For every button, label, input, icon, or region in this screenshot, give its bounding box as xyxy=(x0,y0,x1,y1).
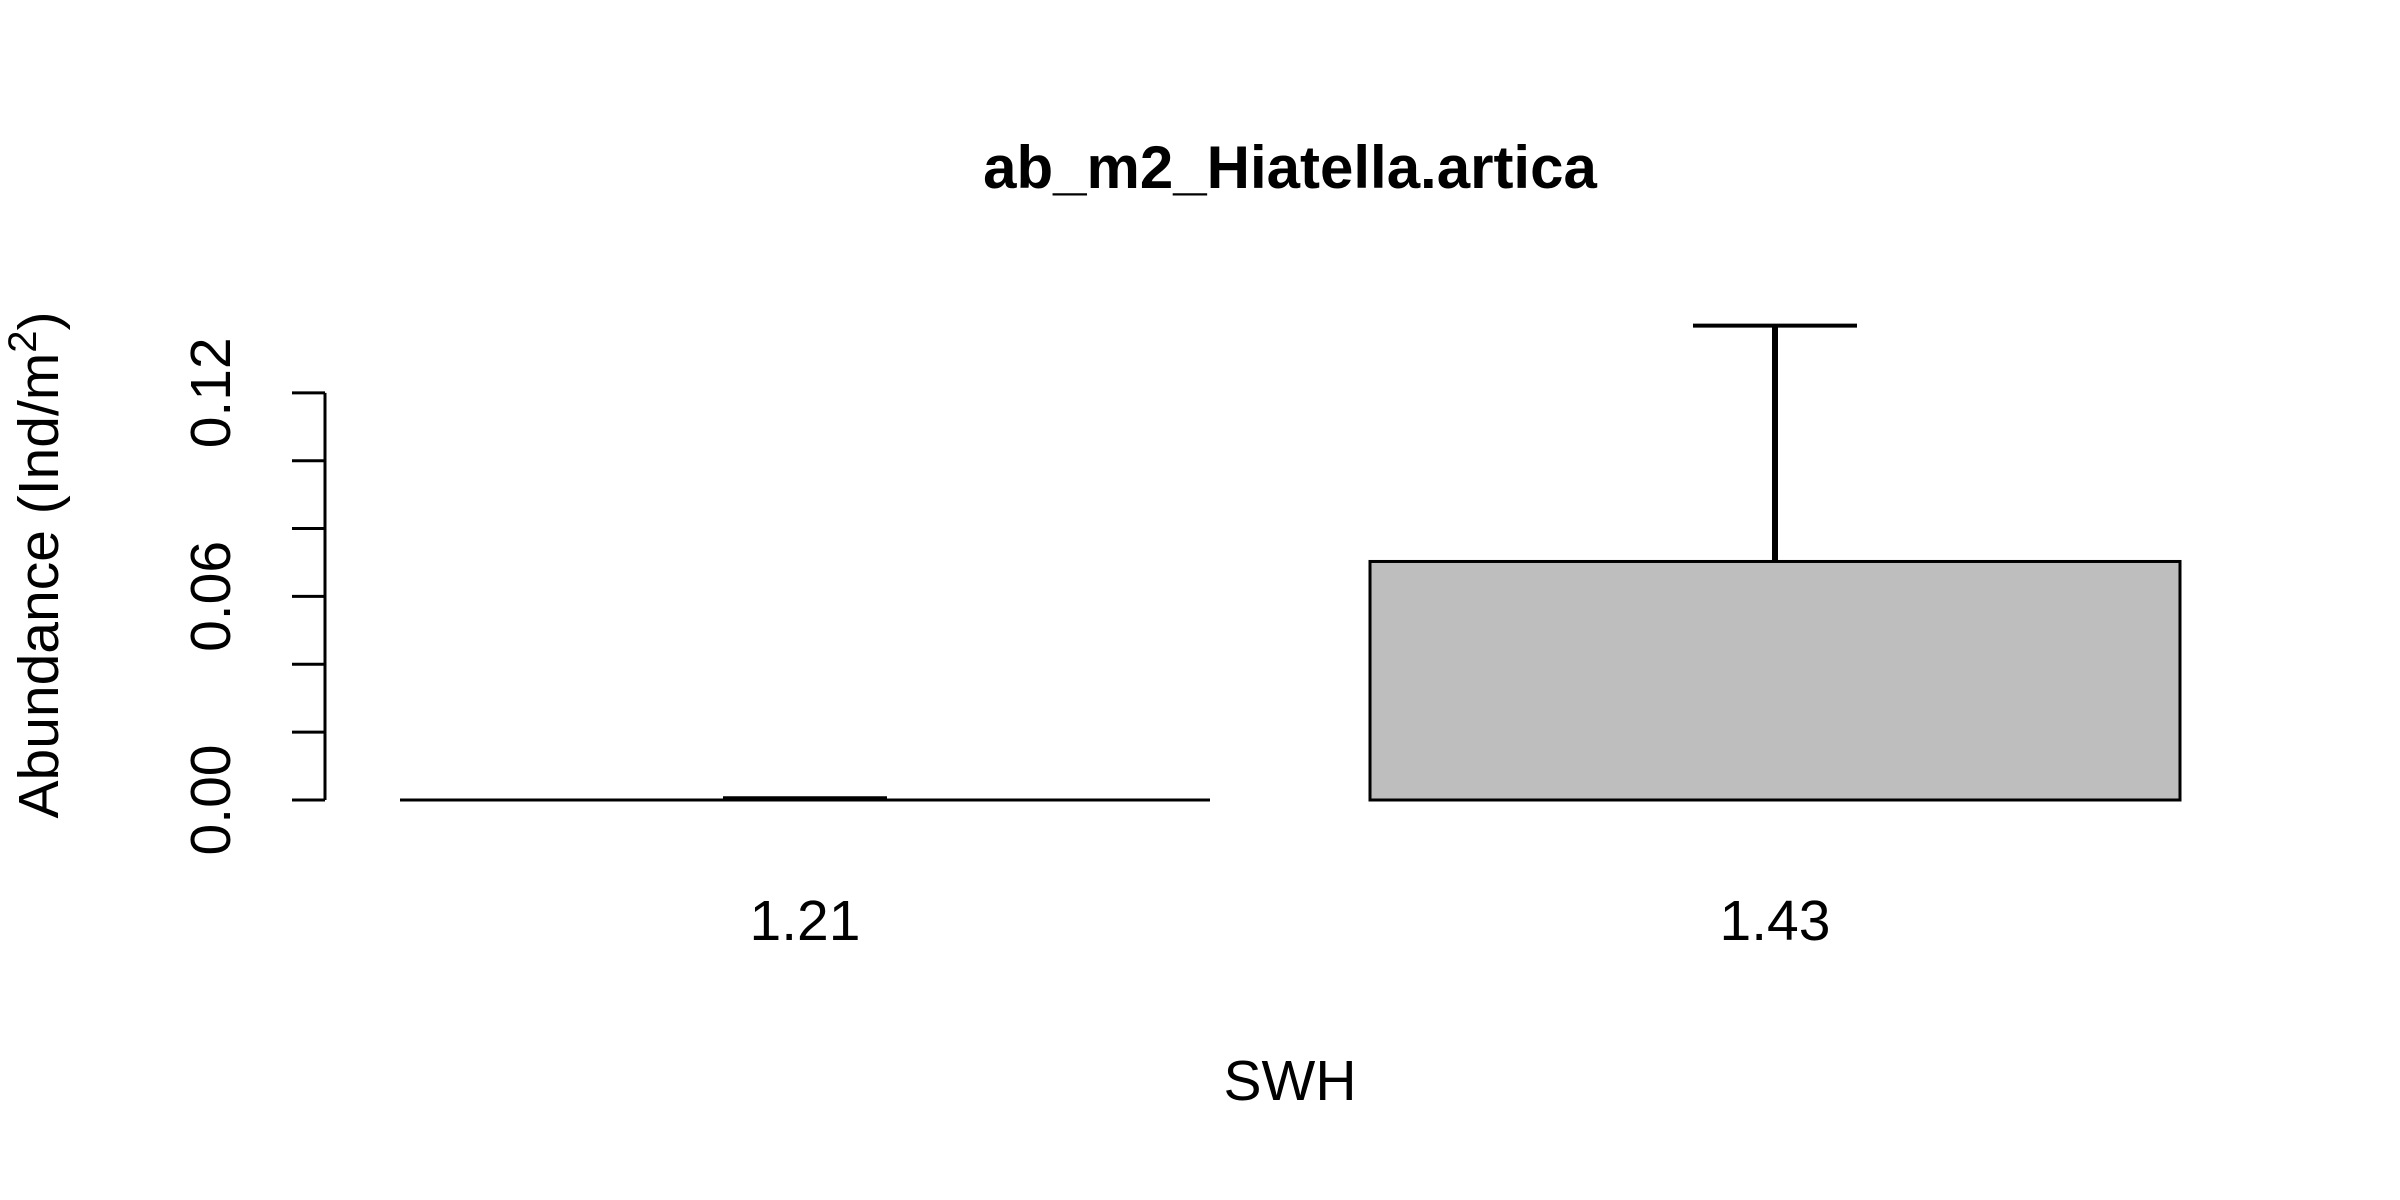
bar-1.43 xyxy=(1368,559,2182,802)
y-tick-label: 0.12 xyxy=(179,337,243,448)
y-tick-label: 0.00 xyxy=(179,745,243,856)
y-axis-label-suffix: ) xyxy=(7,311,71,330)
y-axis: 0.00 0.06 0.12 xyxy=(179,337,327,856)
x-tick-label: 1.43 xyxy=(1720,889,1831,953)
x-axis: 1.21 1.43 xyxy=(750,889,1831,953)
x-axis-label: SWH xyxy=(1224,1049,1357,1113)
y-axis-label: Abundance (Ind/m2) xyxy=(1,311,71,818)
plot-area xyxy=(400,323,2182,802)
y-tick-label: 0.06 xyxy=(179,541,243,652)
y-axis-label-superscript: 2 xyxy=(1,330,45,352)
x-tick-label: 1.21 xyxy=(750,889,861,953)
chart-title: ab_m2_Hiatella.artica xyxy=(983,134,1597,201)
y-axis-label-text: Abundance (Ind/m xyxy=(7,353,71,819)
